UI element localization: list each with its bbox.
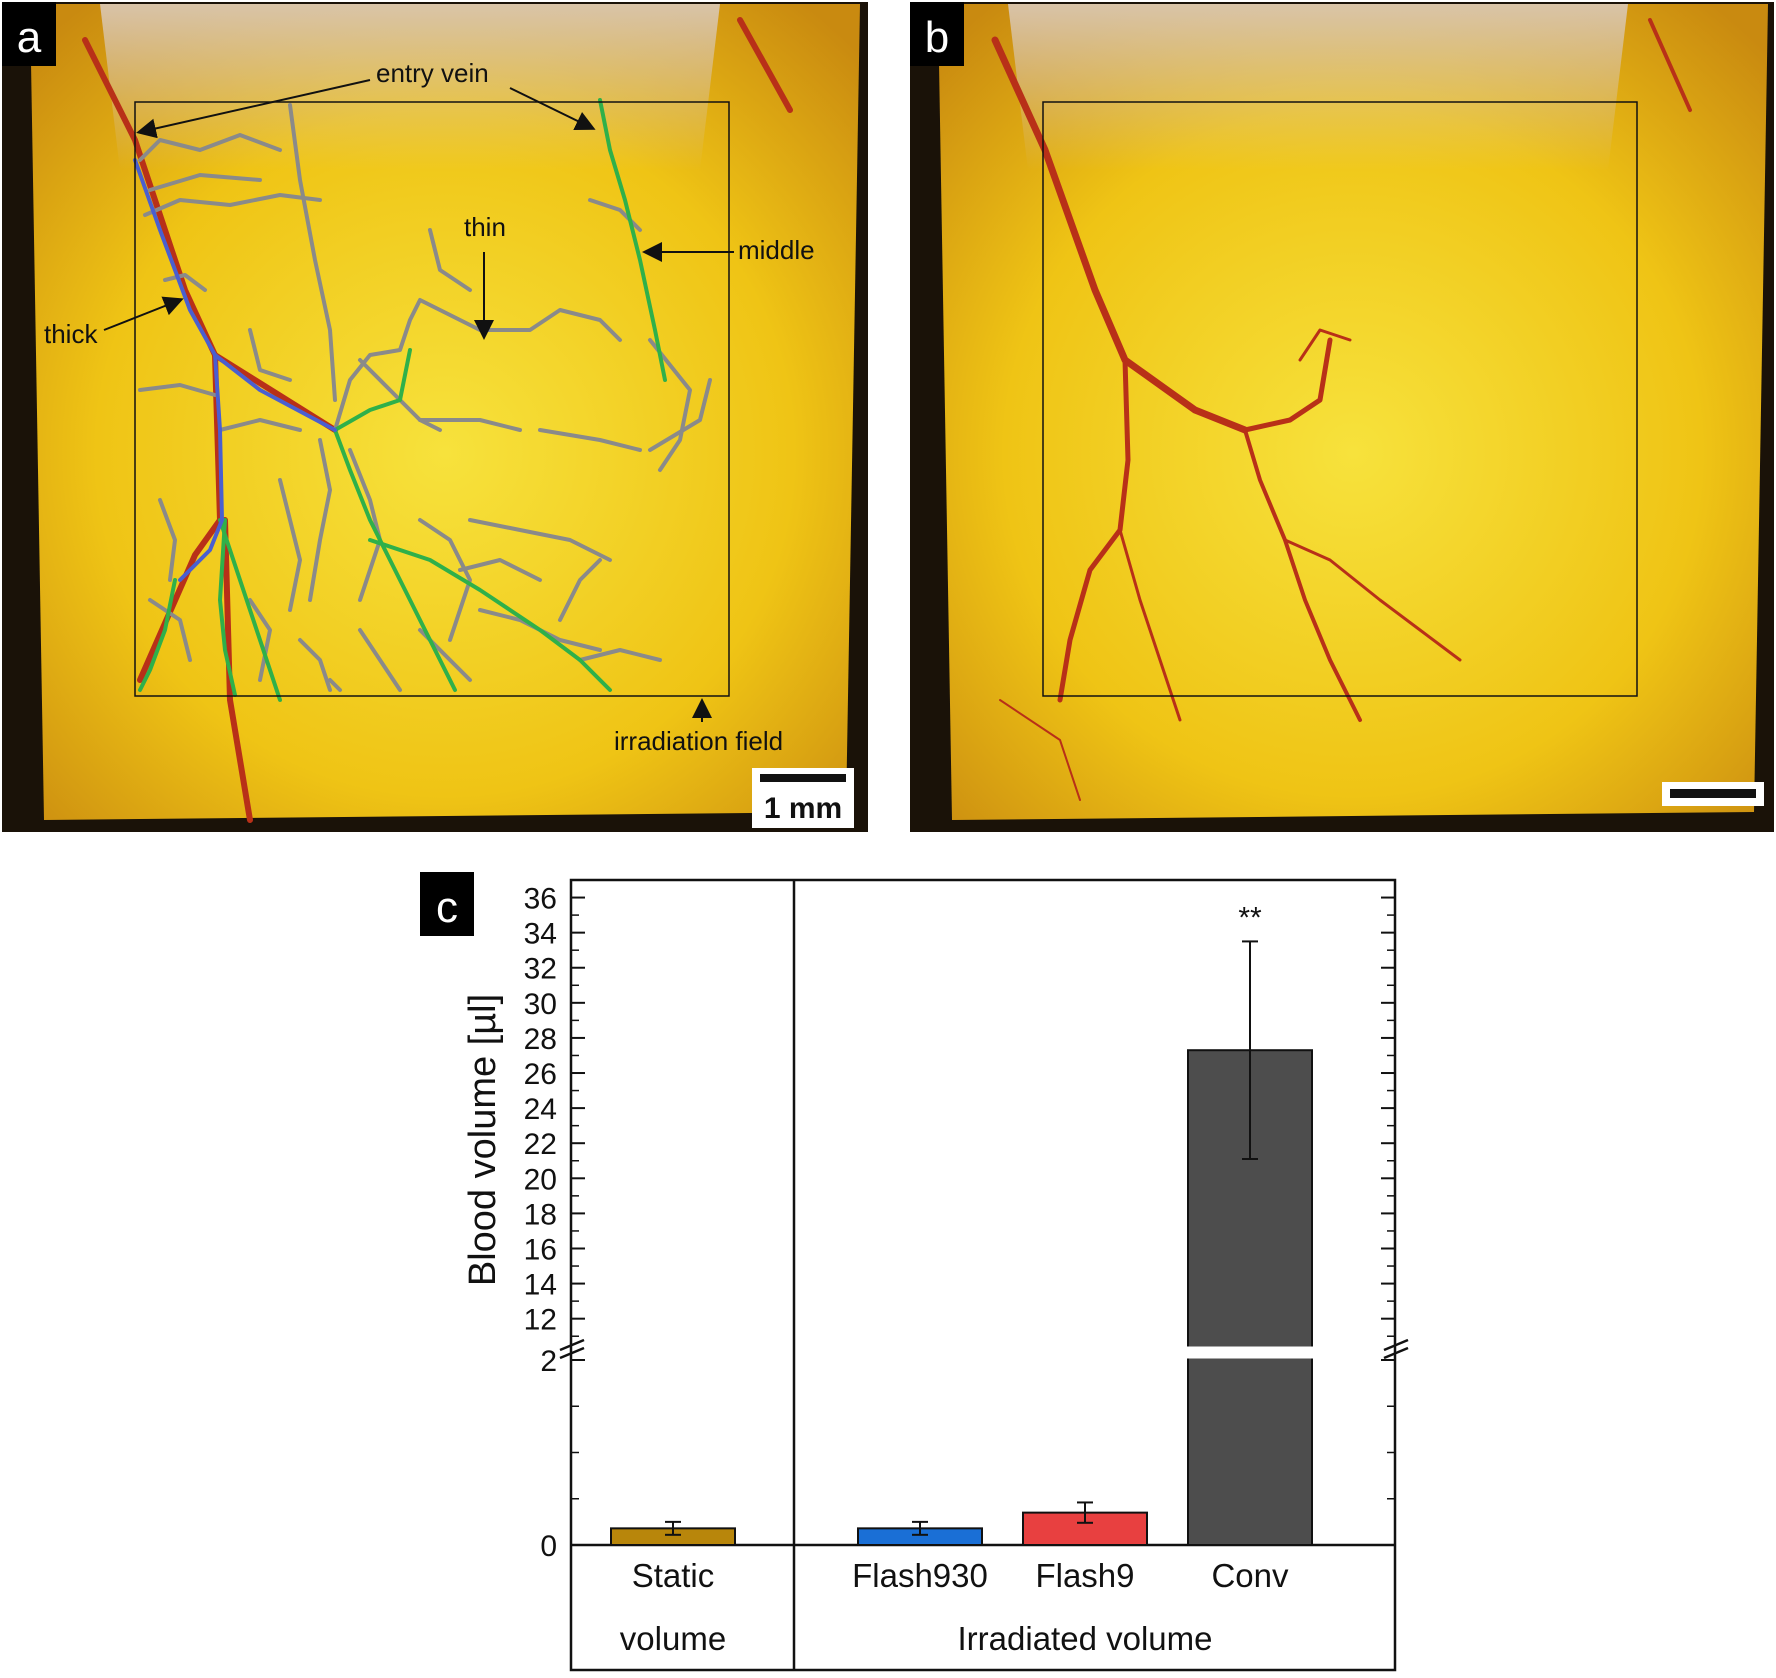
y-tick-label-upper-16: 16 [524,1233,557,1266]
panel-a-letter: a [17,13,42,62]
arrow-thick [103,296,184,331]
y-tick-label-upper-32: 32 [524,953,557,986]
y-tick-label-lower-0: 0 [540,1530,557,1563]
y-tick-label-upper-34: 34 [524,918,557,951]
panel-c-letter: c [436,883,458,932]
panel-a-irradiation-field [134,101,730,697]
panel-c-letter-box [420,872,474,936]
label-entry-vein: entry vein [376,58,489,88]
y-tick-label-lower-2: 2 [540,1345,557,1378]
y-tick-label-upper-20: 20 [524,1163,557,1196]
label-irradiation-field: irradiation field [614,726,783,756]
y-tick-label-upper-28: 28 [524,1023,557,1056]
y-tick-label-upper-36: 36 [524,883,557,916]
category-label-conv: Conv [1211,1557,1289,1594]
panel-b-scale-bar [1670,789,1756,798]
panel-b-irradiation-field [1042,101,1638,697]
panel-b-top-glow [1008,4,1628,170]
y-tick-label-upper-24: 24 [524,1093,557,1126]
panel-a-thin-vessels [138,103,712,692]
category-label-static: Static [632,1557,715,1594]
y-tick-label-upper-26: 26 [524,1058,557,1091]
panel-a-middle-vessels [138,98,667,702]
label-thin: thin [464,212,506,242]
significance-annotation-conv: ** [1238,901,1262,934]
axis-break-markers [559,1338,1409,1360]
panel-a-arrows [103,79,734,722]
chart-frame [569,878,1397,1672]
panel-b-letter: b [925,13,949,62]
panel-a-top-glow [100,4,720,170]
panel-a-thick-vessels [133,158,337,582]
y-tick-label-upper-18: 18 [524,1198,557,1231]
category-label-flash930: Flash930 [852,1557,988,1594]
category-label-flash9: Flash9 [1035,1557,1134,1594]
bars: ** [610,901,1314,1546]
panel-b-letter-box [910,2,964,66]
panel-c: c Blood volume [µl] 0 2 121416182022242628… [420,872,1409,1672]
y-tick-label-upper-12: 12 [524,1304,557,1337]
panel-a-photo [30,4,860,820]
panel-a-letter-box [2,2,56,66]
label-thick: thick [44,319,98,349]
y-axis-label: Blood volume [µl] [462,994,504,1286]
scale-bar-label: 1 mm [764,792,842,825]
arrow-entry-vein-left [136,79,371,139]
y-tick-label-upper-22: 22 [524,1128,557,1161]
group-label-static-volume: volume [620,1620,726,1657]
group-label-irradiated-volume: Irradiated volume [958,1620,1213,1657]
panel-b-red-vessels [991,18,1692,801]
panel-a: entry vein thin middle thick irradiation… [2,2,868,832]
arrow-entry-vein-right [509,87,596,130]
y-tick-label-upper-14: 14 [524,1269,557,1302]
scale-bar [760,774,846,782]
label-middle: middle [738,235,815,265]
y-tick-label-upper-30: 30 [524,988,557,1021]
panel-a-red-vessels [82,17,793,823]
bar-conv-break [1186,1346,1314,1359]
panel-b: b [910,2,1774,832]
